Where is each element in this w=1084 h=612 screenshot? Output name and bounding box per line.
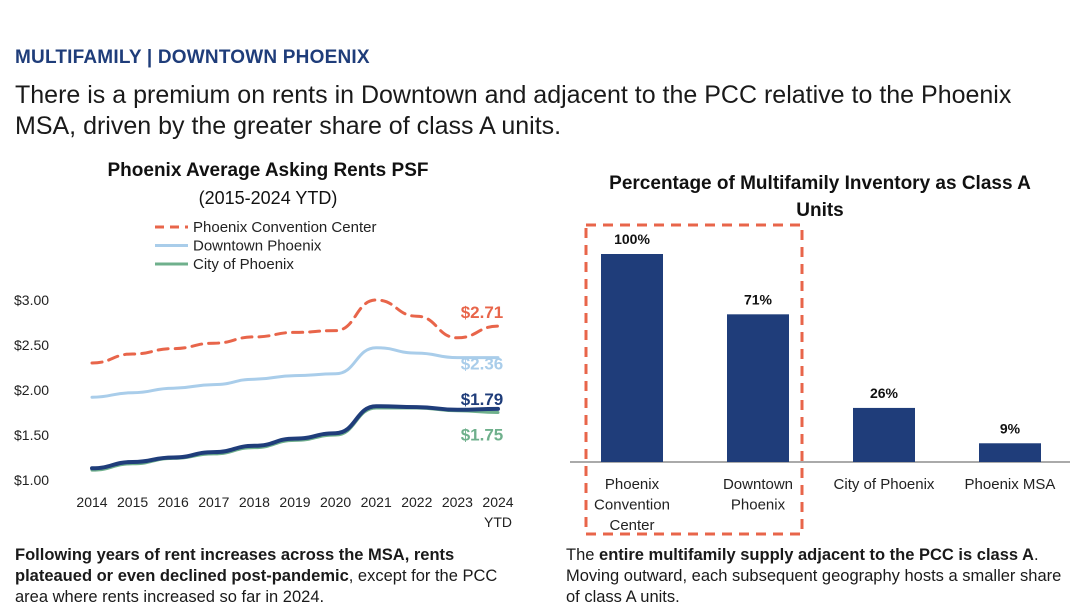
bar-0 — [601, 254, 663, 462]
category-label-0: Convention — [594, 497, 670, 514]
category-label-1: Phoenix — [731, 497, 786, 514]
x-tick-label-ytd: YTD — [484, 514, 512, 530]
line-chart: Phoenix Convention Center Downtown Phoeni… — [14, 219, 514, 530]
category-label-3: Phoenix MSA — [965, 476, 1056, 493]
y-tick-label: $2.50 — [14, 337, 49, 353]
x-tick-label: 2024 — [482, 494, 513, 510]
end-label-0: $2.71 — [461, 303, 504, 322]
legend-label-2: City of Phoenix — [193, 256, 294, 273]
left-caption: Following years of rent increases across… — [15, 545, 515, 608]
y-tick-label: $2.00 — [14, 382, 49, 398]
bar-value-label-2: 26% — [870, 385, 899, 401]
bar-3 — [979, 443, 1041, 462]
right-caption-bold: entire multifamily supply adjacent to th… — [599, 546, 1034, 564]
line-chart-title: Phoenix Average Asking Rents PSF — [107, 160, 429, 181]
series-line-1 — [90, 346, 500, 399]
x-tick-label: 2018 — [239, 494, 270, 510]
x-tick-label: 2015 — [117, 494, 148, 510]
category-label-0: Center — [609, 517, 654, 534]
end-label-1: $2.36 — [461, 355, 504, 374]
right-caption-lead: The — [566, 546, 600, 564]
series-line-0 — [90, 298, 500, 365]
category-label-1: Downtown — [723, 476, 793, 493]
legend-label-1: Downtown Phoenix — [193, 238, 322, 255]
bar-1 — [727, 314, 789, 462]
end-label-3: $1.79 — [461, 390, 504, 409]
end-label-2: $1.75 — [461, 426, 504, 445]
bar-value-label-1: 71% — [744, 291, 773, 307]
highlight-box — [584, 223, 804, 536]
x-tick-label: 2022 — [401, 494, 432, 510]
bar-chart-title: Percentage of Multifamily Inventory as C… — [609, 173, 1031, 221]
x-tick-label: 2017 — [198, 494, 229, 510]
right-caption: The entire multifamily supply adjacent t… — [566, 545, 1071, 608]
category-label-2: City of Phoenix — [834, 476, 935, 493]
x-tick-label: 2019 — [279, 494, 310, 510]
category-label-0: Phoenix — [605, 476, 660, 493]
x-tick-label: 2016 — [158, 494, 189, 510]
bar-chart: 100% Phoenix Convention Center 71% Downtown Ph… — [570, 223, 1070, 536]
y-tick-label: $1.50 — [14, 427, 49, 443]
page-kicker: MULTIFAMILY | DOWNTOWN PHOENIX — [15, 47, 370, 68]
left-caption-bold: Following years of rent increases across… — [15, 546, 455, 585]
y-tick-label: $1.00 — [14, 472, 49, 488]
right-caption-rest: . Moving outward, each subsequent geogra… — [566, 546, 1062, 606]
x-tick-label: 2021 — [361, 494, 392, 510]
page-headline: There is a premium on rents in Downtown … — [15, 81, 1012, 140]
bar-value-label-3: 9% — [1000, 420, 1021, 436]
x-tick-label: 2014 — [76, 494, 107, 510]
bar-2 — [853, 407, 915, 462]
bar-value-label-0: 100% — [614, 231, 650, 247]
x-tick-label: 2023 — [442, 494, 473, 510]
line-chart-subtitle: (2015-2024 YTD) — [198, 188, 338, 208]
series-line-3 — [90, 404, 500, 471]
y-tick-label: $3.00 — [14, 292, 49, 308]
left-caption-rest: , except for the PCC area where rents in… — [15, 567, 498, 606]
legend-label-0: Phoenix Convention Center — [193, 219, 376, 236]
x-tick-label: 2020 — [320, 494, 351, 510]
